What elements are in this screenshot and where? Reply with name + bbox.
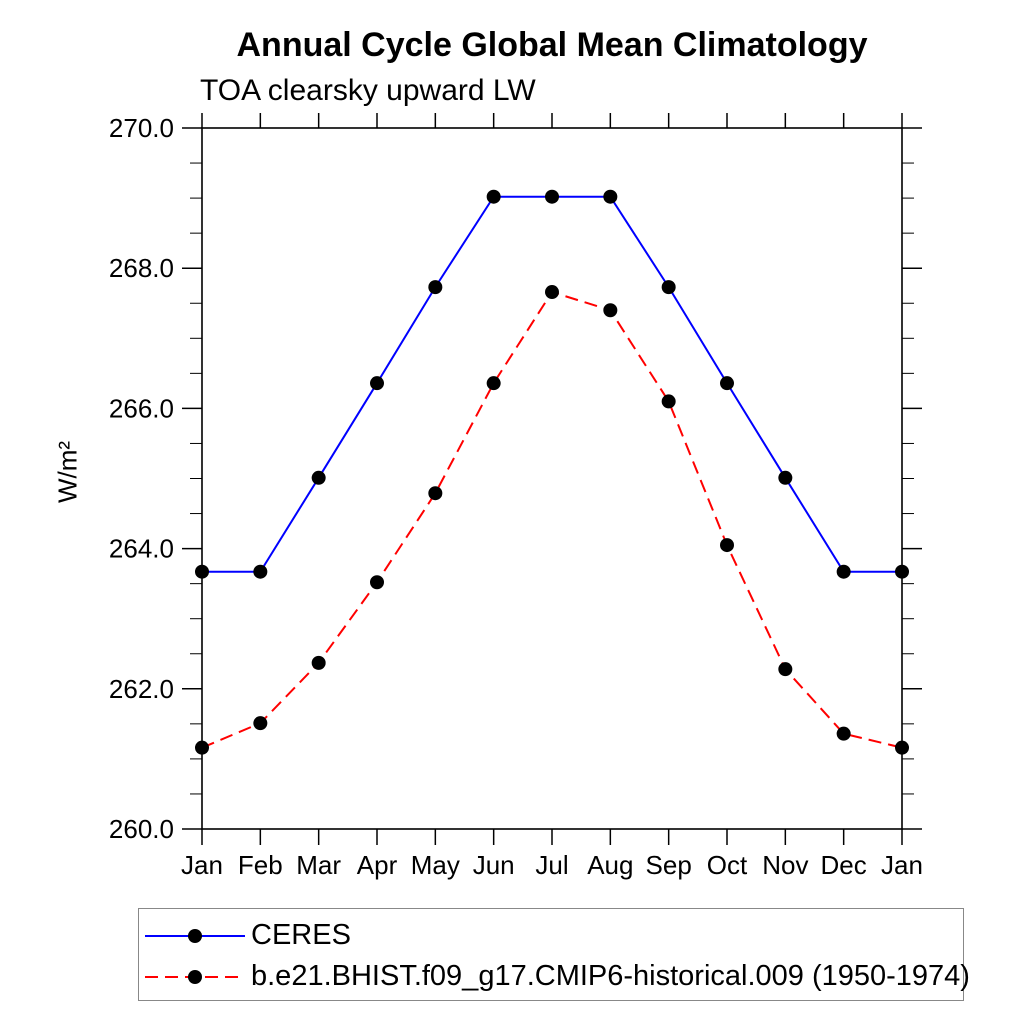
- data-point-marker: [661, 394, 676, 409]
- legend-box: CERES b.e21.BHIST.f09_g17.CMIP6-historic…: [138, 908, 970, 1001]
- data-point-marker: [603, 189, 618, 204]
- x-tick-label: Jun: [473, 850, 515, 880]
- plot-frame: [201, 127, 903, 830]
- data-point-marker: [311, 655, 326, 670]
- x-tick-label: Feb: [238, 850, 283, 880]
- x-tick-label: Oct: [707, 850, 748, 880]
- data-point-marker: [836, 726, 851, 741]
- y-tick-label: 270.0: [109, 113, 174, 143]
- series-line-ceres: [202, 195, 902, 573]
- legend-entry-ceres: CERES: [139, 915, 963, 956]
- y-tick-label: 266.0: [109, 393, 174, 423]
- legend-entry-model: b.e21.BHIST.f09_g17.CMIP6-historical.009…: [139, 956, 970, 997]
- x-tick-label: Nov: [762, 850, 808, 880]
- legend-sample-ceres: [145, 928, 245, 943]
- legend-marker-dot: [188, 928, 202, 943]
- data-point-marker: [778, 662, 793, 677]
- y-tick-label: 264.0: [109, 534, 174, 564]
- x-tick-label: Jan: [881, 850, 923, 880]
- data-point-marker: [545, 285, 559, 300]
- y-tick-label: 262.0: [109, 674, 174, 704]
- data-point-marker: [195, 564, 209, 579]
- legend-sample-model: [145, 969, 245, 984]
- y-tick-label: 268.0: [109, 253, 174, 283]
- data-point-marker: [720, 376, 734, 391]
- data-point-marker: [428, 280, 443, 295]
- data-point-marker: [545, 189, 559, 204]
- x-tick-label: May: [411, 850, 460, 880]
- x-tick-label: Aug: [587, 850, 633, 880]
- x-tick-label: Mar: [296, 850, 341, 880]
- data-point-marker: [486, 189, 501, 204]
- legend-label-ceres: CERES: [251, 919, 351, 951]
- x-tick-label: Apr: [357, 850, 398, 880]
- x-tick-label: Sep: [646, 850, 692, 880]
- data-point-marker: [311, 470, 326, 485]
- x-tick-label: Jul: [535, 850, 568, 880]
- legend-label-model: b.e21.BHIST.f09_g17.CMIP6-historical.009…: [251, 960, 970, 992]
- data-point-marker: [661, 280, 676, 295]
- x-tick-label: Dec: [821, 850, 867, 880]
- data-point-marker: [895, 740, 909, 755]
- data-point-marker: [370, 575, 384, 590]
- series-line-model: [201, 290, 903, 749]
- data-point-marker: [603, 303, 618, 318]
- data-point-marker: [370, 376, 384, 391]
- data-point-marker: [778, 470, 793, 485]
- chart-subtitle: TOA clearsky upward LW: [200, 74, 536, 107]
- data-point-marker: [195, 740, 209, 755]
- data-point-marker: [253, 716, 268, 731]
- legend-marker-dot: [188, 969, 202, 984]
- data-point-marker: [253, 564, 268, 579]
- data-point-marker: [486, 376, 501, 391]
- data-point-marker: [720, 538, 734, 553]
- y-tick-label: 260.0: [109, 814, 174, 844]
- chart-title: Annual Cycle Global Mean Climatology: [236, 26, 868, 64]
- data-point-marker: [895, 564, 909, 579]
- data-point-marker: [836, 564, 851, 579]
- x-tick-label: Jan: [181, 850, 223, 880]
- data-point-marker: [428, 486, 443, 501]
